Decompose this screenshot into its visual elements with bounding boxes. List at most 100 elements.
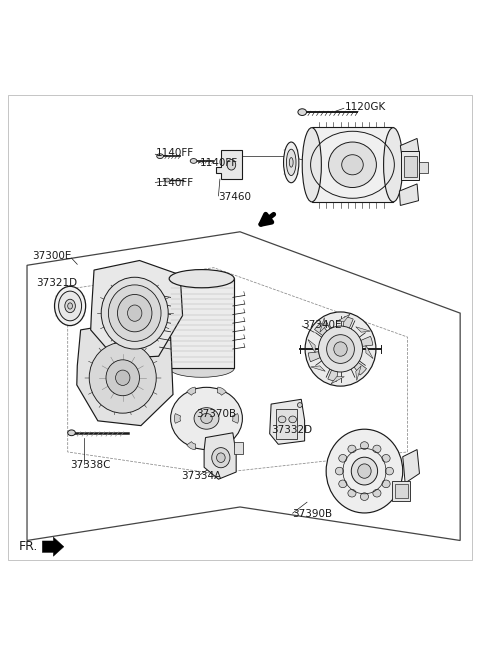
Ellipse shape (384, 128, 403, 202)
Ellipse shape (106, 360, 140, 396)
Polygon shape (91, 261, 182, 358)
Ellipse shape (326, 429, 403, 513)
Ellipse shape (336, 467, 344, 475)
Ellipse shape (201, 413, 212, 424)
Ellipse shape (326, 335, 354, 364)
Ellipse shape (339, 455, 347, 462)
Ellipse shape (382, 480, 390, 488)
Ellipse shape (360, 493, 369, 500)
Text: 1120GK: 1120GK (345, 102, 386, 113)
Ellipse shape (351, 457, 378, 485)
Ellipse shape (348, 489, 356, 497)
Wedge shape (314, 323, 327, 336)
Ellipse shape (339, 480, 347, 488)
Ellipse shape (116, 370, 130, 385)
Ellipse shape (360, 441, 369, 449)
Bar (404, 156, 417, 178)
Wedge shape (361, 336, 373, 346)
Ellipse shape (68, 303, 72, 309)
Text: 1140FF: 1140FF (156, 148, 194, 159)
Ellipse shape (65, 299, 75, 312)
Polygon shape (320, 318, 325, 332)
Text: 37321D: 37321D (36, 278, 78, 288)
Polygon shape (216, 151, 242, 179)
Polygon shape (336, 314, 350, 322)
Ellipse shape (118, 295, 152, 332)
Text: 1140FF: 1140FF (156, 178, 194, 188)
Ellipse shape (194, 407, 219, 429)
Polygon shape (366, 345, 373, 358)
Ellipse shape (342, 155, 363, 175)
Ellipse shape (59, 291, 82, 321)
Bar (420, 162, 428, 174)
Ellipse shape (385, 467, 394, 475)
Ellipse shape (157, 154, 163, 159)
Polygon shape (42, 537, 64, 556)
Bar (401, 151, 420, 180)
Polygon shape (356, 327, 370, 332)
Ellipse shape (278, 416, 286, 422)
Ellipse shape (358, 464, 371, 478)
Ellipse shape (128, 305, 142, 322)
Text: FR.: FR. (19, 540, 38, 553)
Wedge shape (217, 441, 226, 450)
Ellipse shape (328, 142, 376, 187)
Polygon shape (356, 366, 361, 381)
Text: 37340E: 37340E (302, 320, 342, 330)
Polygon shape (311, 366, 325, 371)
Text: 37334A: 37334A (181, 471, 222, 481)
Bar (392, 481, 410, 501)
Bar (169, 278, 234, 368)
Ellipse shape (108, 285, 161, 341)
Polygon shape (400, 138, 420, 162)
Ellipse shape (289, 416, 297, 422)
Ellipse shape (89, 343, 156, 413)
Text: 37460: 37460 (218, 193, 252, 202)
Bar (395, 484, 408, 498)
Ellipse shape (55, 286, 85, 326)
Ellipse shape (227, 160, 236, 170)
Ellipse shape (284, 142, 299, 183)
Ellipse shape (68, 430, 75, 436)
Ellipse shape (190, 159, 197, 163)
Wedge shape (217, 387, 226, 395)
Ellipse shape (382, 455, 390, 462)
Ellipse shape (289, 158, 293, 167)
Ellipse shape (302, 128, 322, 202)
Ellipse shape (334, 342, 347, 356)
Text: 37332D: 37332D (271, 425, 312, 435)
Wedge shape (174, 413, 180, 423)
Polygon shape (270, 400, 305, 444)
Ellipse shape (373, 489, 381, 497)
Text: 1140FF: 1140FF (199, 159, 238, 168)
Wedge shape (354, 362, 367, 375)
Bar (234, 442, 243, 454)
Polygon shape (77, 322, 173, 426)
Polygon shape (399, 184, 419, 206)
Wedge shape (187, 441, 196, 450)
Ellipse shape (319, 326, 362, 372)
Polygon shape (312, 128, 393, 202)
Polygon shape (308, 339, 315, 353)
Text: 37390B: 37390B (293, 509, 333, 519)
Wedge shape (308, 352, 320, 362)
Wedge shape (343, 317, 353, 329)
Polygon shape (331, 377, 344, 384)
Ellipse shape (216, 453, 225, 462)
Ellipse shape (298, 109, 307, 115)
Ellipse shape (298, 403, 302, 407)
Polygon shape (27, 232, 460, 540)
Ellipse shape (101, 277, 168, 349)
Wedge shape (328, 369, 338, 381)
Ellipse shape (169, 270, 234, 288)
Ellipse shape (373, 445, 381, 453)
Text: 37338C: 37338C (70, 460, 110, 470)
Ellipse shape (212, 447, 230, 468)
Bar (276, 409, 298, 439)
Text: 37300E: 37300E (32, 251, 71, 261)
Ellipse shape (348, 445, 356, 453)
Ellipse shape (170, 387, 242, 449)
Text: 37370B: 37370B (196, 409, 236, 419)
Polygon shape (204, 433, 236, 479)
Ellipse shape (305, 312, 376, 386)
